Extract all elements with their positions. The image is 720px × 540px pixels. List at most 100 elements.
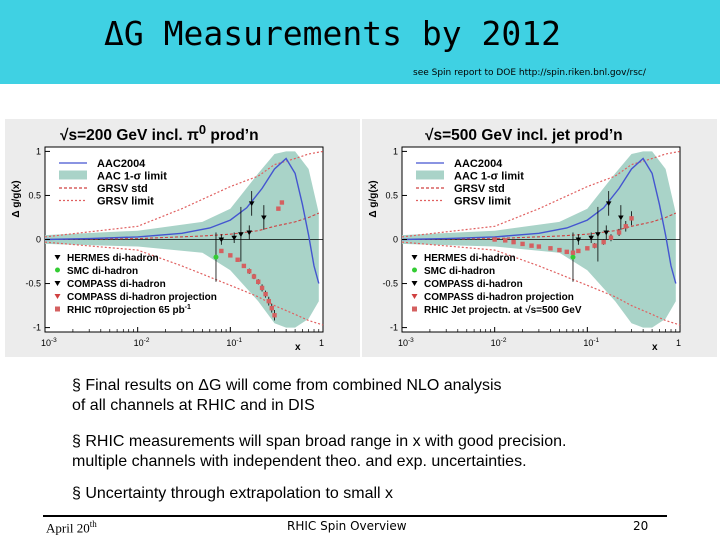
y-tick-label: 1 — [36, 146, 41, 156]
legend-label: GRSV std — [454, 183, 505, 195]
data-point — [592, 243, 597, 248]
data-point — [266, 298, 271, 304]
slide-title: ΔG Measurements by 2012 — [104, 14, 561, 53]
legend-label: HERMES di-hadron — [67, 253, 159, 264]
legend-label: COMPASS di-hadron — [424, 279, 523, 290]
legend-marker — [411, 255, 418, 260]
y-tick-label: 0 — [36, 235, 41, 245]
data-point — [511, 239, 516, 245]
data-point — [256, 279, 261, 284]
x-tick-exponent: -3 — [51, 337, 57, 344]
data-point — [570, 254, 576, 260]
data-point — [231, 235, 237, 241]
data-point — [570, 250, 576, 255]
legend-label: GRSV std — [97, 183, 148, 195]
x-tick-label: 1 — [319, 338, 324, 348]
bullet-final-results: § Final results on ΔG will come from com… — [72, 376, 502, 416]
data-point — [251, 274, 257, 279]
footer-rule — [43, 515, 667, 517]
data-point — [235, 257, 240, 262]
aac2004-line — [44, 157, 320, 284]
legend-marker — [55, 306, 60, 312]
grsv-limit-line — [44, 150, 324, 238]
data-point — [588, 235, 594, 241]
x-tick-label: 10-3 — [41, 337, 57, 348]
bullet-line: § Final results on ΔG will come from com… — [72, 377, 502, 394]
data-point — [246, 230, 253, 236]
legend-label: COMPASS di-hadron — [67, 279, 166, 290]
data-point — [616, 230, 622, 235]
data-point — [557, 247, 562, 253]
x-tick-exponent: -2 — [501, 337, 507, 344]
x-tick-label: 10-1 — [226, 337, 242, 348]
data-point — [503, 238, 508, 243]
footer-date-sup: th — [89, 519, 97, 529]
data-point — [536, 244, 542, 249]
legend-label: SMC di-hadron — [424, 266, 495, 277]
legend-label: COMPASS di-hadron projection — [424, 292, 574, 303]
data-point — [595, 232, 601, 238]
data-point — [241, 263, 247, 269]
title-banner — [0, 0, 720, 84]
data-point — [269, 306, 274, 311]
data-point — [623, 224, 628, 229]
bullet-line: multiple channels with independent theo.… — [72, 453, 527, 470]
chart-title-text: √s=200 GeV incl. π — [60, 127, 199, 145]
page-number: 20 — [633, 519, 649, 533]
x-tick-exponent: -2 — [144, 337, 150, 344]
footer-date-main: April 20 — [46, 520, 90, 536]
legend-label: AAC2004 — [97, 158, 146, 170]
data-point — [263, 291, 268, 297]
bullet-line: § RHIC measurements will span broad rang… — [72, 433, 567, 450]
legend-label: GRSV limit — [97, 196, 154, 208]
x-tick-label: 10-2 — [491, 337, 507, 348]
data-point — [576, 248, 581, 254]
x-tick-label: 1 — [676, 338, 681, 348]
legend-label: AAC 1-σ limit — [454, 171, 524, 183]
chart-title-suffix: prod’n — [206, 127, 259, 145]
y-tick-label: -1 — [390, 323, 398, 333]
grsv-std-line — [401, 212, 677, 241]
legend-marker — [412, 267, 417, 273]
y-axis-label: Δ g/g(x) — [368, 180, 379, 217]
legend-marker — [411, 281, 418, 286]
data-point — [259, 285, 265, 291]
y-tick-label: -0.5 — [382, 279, 398, 289]
x-tick-label: 10-1 — [583, 337, 599, 348]
legend-label: GRSV limit — [454, 196, 511, 208]
data-point — [492, 237, 497, 242]
y-tick-label: 0 — [393, 235, 398, 245]
grsv-std-line — [44, 212, 320, 241]
legend-marker — [54, 294, 61, 299]
footer-date: April 20th — [46, 519, 97, 536]
chart-panel-500gev: AAC2004 AAC 1-σ limit GRSV std GRSV limit HE… — [362, 119, 717, 357]
data-point — [529, 243, 534, 248]
grsv-limit-line — [44, 241, 324, 326]
data-point — [272, 313, 277, 318]
x-tick-exponent: -1 — [593, 337, 599, 344]
chart-panel-200gev: AAC2004 AAC 1-σ limit GRSV std GRSV limit HE… — [5, 119, 360, 357]
data-point — [548, 246, 553, 251]
bullet-line: of all channels at RHIC and in DIS — [72, 397, 315, 414]
y-tick-label: -1 — [33, 323, 41, 333]
legend-marker — [55, 267, 60, 273]
legend-marker — [412, 306, 417, 312]
chart-title-200gev: √s=200 GeV incl. π0 prod’n — [60, 122, 259, 145]
legend-swatch — [416, 170, 444, 180]
data-point — [605, 201, 612, 207]
legend-label: AAC2004 — [454, 158, 503, 170]
data-point — [248, 201, 255, 207]
grsv-limit-line — [401, 150, 681, 238]
legend-label: RHIC π0projection 65 pb-1 — [67, 304, 191, 316]
x-axis-label: x — [295, 342, 301, 353]
legend-marker — [54, 281, 61, 286]
data-point — [564, 249, 569, 255]
data-point — [601, 239, 606, 245]
x-tick-exponent: -3 — [408, 337, 414, 344]
data-point — [276, 206, 281, 211]
chart-title-500gev: √s=500 GeV incl. jet prod’n — [425, 122, 623, 145]
legend-marker — [411, 294, 418, 299]
bullet-uncertainty: § Uncertainty through extrapolation to s… — [72, 484, 393, 504]
x-tick-label: 10-3 — [398, 337, 414, 348]
